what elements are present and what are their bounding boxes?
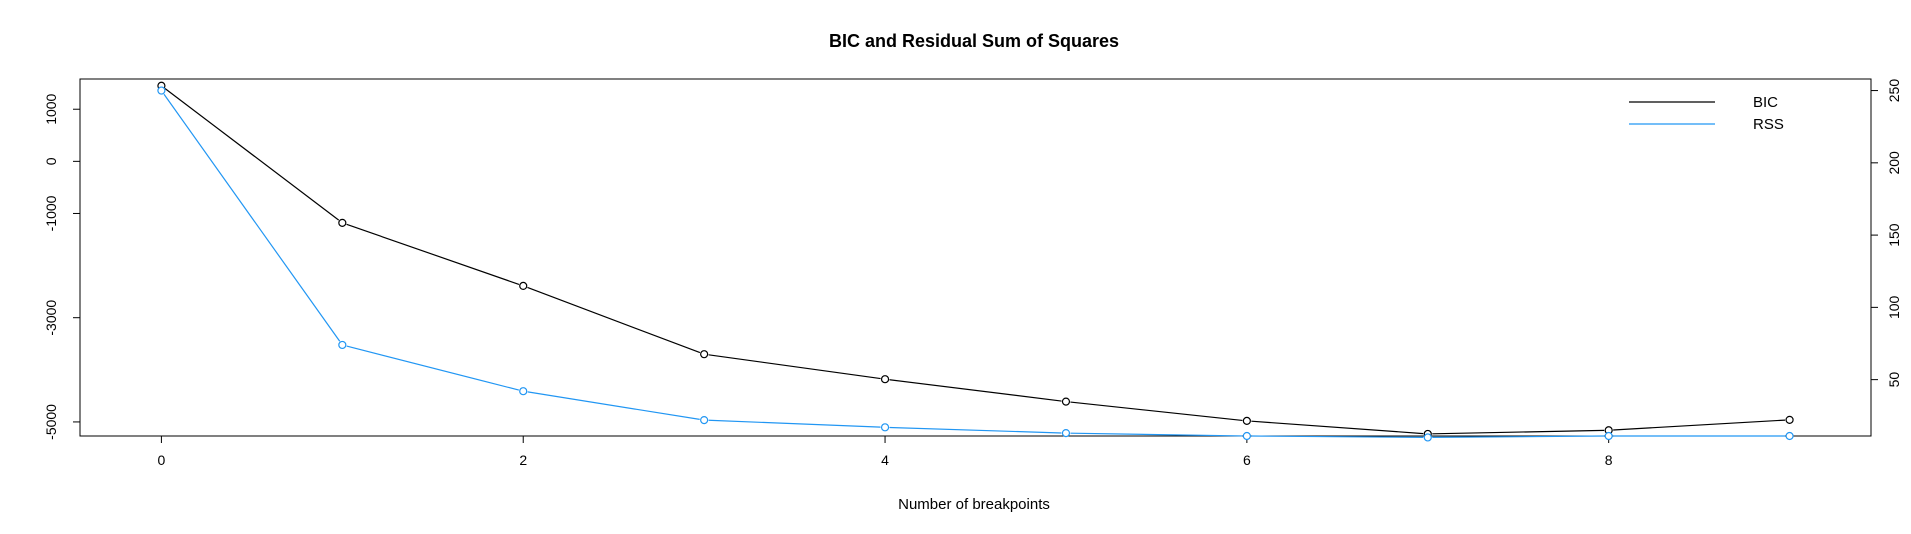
series-bic-segment xyxy=(1251,420,1424,435)
plot-frame xyxy=(79,78,1872,437)
y-right-tick-label: 50 xyxy=(1886,372,1902,388)
y-right-tick-label: 250 xyxy=(1886,79,1902,103)
x-tick-label: 6 xyxy=(1243,452,1251,468)
y-left-tick-label: -1000 xyxy=(43,195,59,231)
series-rss-segment xyxy=(1070,432,1243,437)
y-left-tick-label: -3000 xyxy=(43,300,59,336)
y-axis-right: 50 100 150 200 250 xyxy=(1871,79,1902,388)
y-left-tick-label: 0 xyxy=(43,157,59,165)
series-rss-segment xyxy=(1432,435,1605,439)
series-rss-segment xyxy=(346,345,520,391)
series-rss-point xyxy=(1423,433,1432,442)
series-bic-segment xyxy=(1613,419,1786,431)
x-axis-title: Number of breakpoints xyxy=(898,496,1050,513)
legend-label-bic: BIC xyxy=(1753,94,1778,111)
y-left-tick-label: -5000 xyxy=(43,404,59,440)
series-bic-point xyxy=(700,350,709,359)
y-left-tick-label: 1000 xyxy=(43,93,59,124)
x-tick-label: 4 xyxy=(881,452,889,468)
series-rss-point xyxy=(1785,431,1794,441)
series-rss-segment xyxy=(1251,435,1424,439)
series-bic-segment xyxy=(708,354,881,380)
y-right-tick-label: 200 xyxy=(1886,151,1902,175)
x-tick-label: 8 xyxy=(1605,452,1613,468)
series-bic-point xyxy=(1242,416,1251,425)
series-bic-point xyxy=(880,375,890,384)
series-rss-segment xyxy=(708,419,881,428)
series-bic-point xyxy=(1785,415,1794,424)
series-rss xyxy=(157,86,1794,442)
series-layer xyxy=(157,81,1794,442)
series-rss-segment xyxy=(163,93,341,342)
series-rss-point xyxy=(1061,429,1071,438)
chart-title: BIC and Residual Sum of Squares xyxy=(829,31,1119,51)
series-bic-point xyxy=(519,281,528,291)
series-bic-point xyxy=(338,218,347,227)
legend: BIC RSS xyxy=(1629,94,1784,133)
series-rss-point xyxy=(1604,431,1613,441)
series-bic-segment xyxy=(1070,401,1243,422)
y-right-tick-label: 100 xyxy=(1886,295,1902,319)
series-rss-point xyxy=(700,416,709,425)
series-bic-segment xyxy=(164,88,340,221)
series-rss-point xyxy=(1242,431,1251,441)
series-bic-segment xyxy=(527,286,701,354)
series-bic-point xyxy=(1061,397,1071,406)
series-rss-point xyxy=(519,387,528,396)
series-bic xyxy=(157,81,1794,439)
series-bic-segment xyxy=(889,379,1062,402)
series-rss-point xyxy=(157,86,166,95)
y-right-tick-label: 150 xyxy=(1886,223,1902,247)
y-axis-left: -5000 -3000 -1000 0 1000 xyxy=(43,93,80,440)
series-rss-segment xyxy=(889,426,1062,434)
series-rss-segment xyxy=(527,391,700,420)
legend-label-rss: RSS xyxy=(1753,116,1784,133)
series-rss-point xyxy=(338,340,347,350)
x-tick-label: 0 xyxy=(158,452,166,468)
series-rss-point xyxy=(880,423,890,432)
series-bic-segment xyxy=(1432,429,1605,435)
series-bic-segment xyxy=(346,223,520,285)
x-tick-label: 2 xyxy=(519,452,527,468)
